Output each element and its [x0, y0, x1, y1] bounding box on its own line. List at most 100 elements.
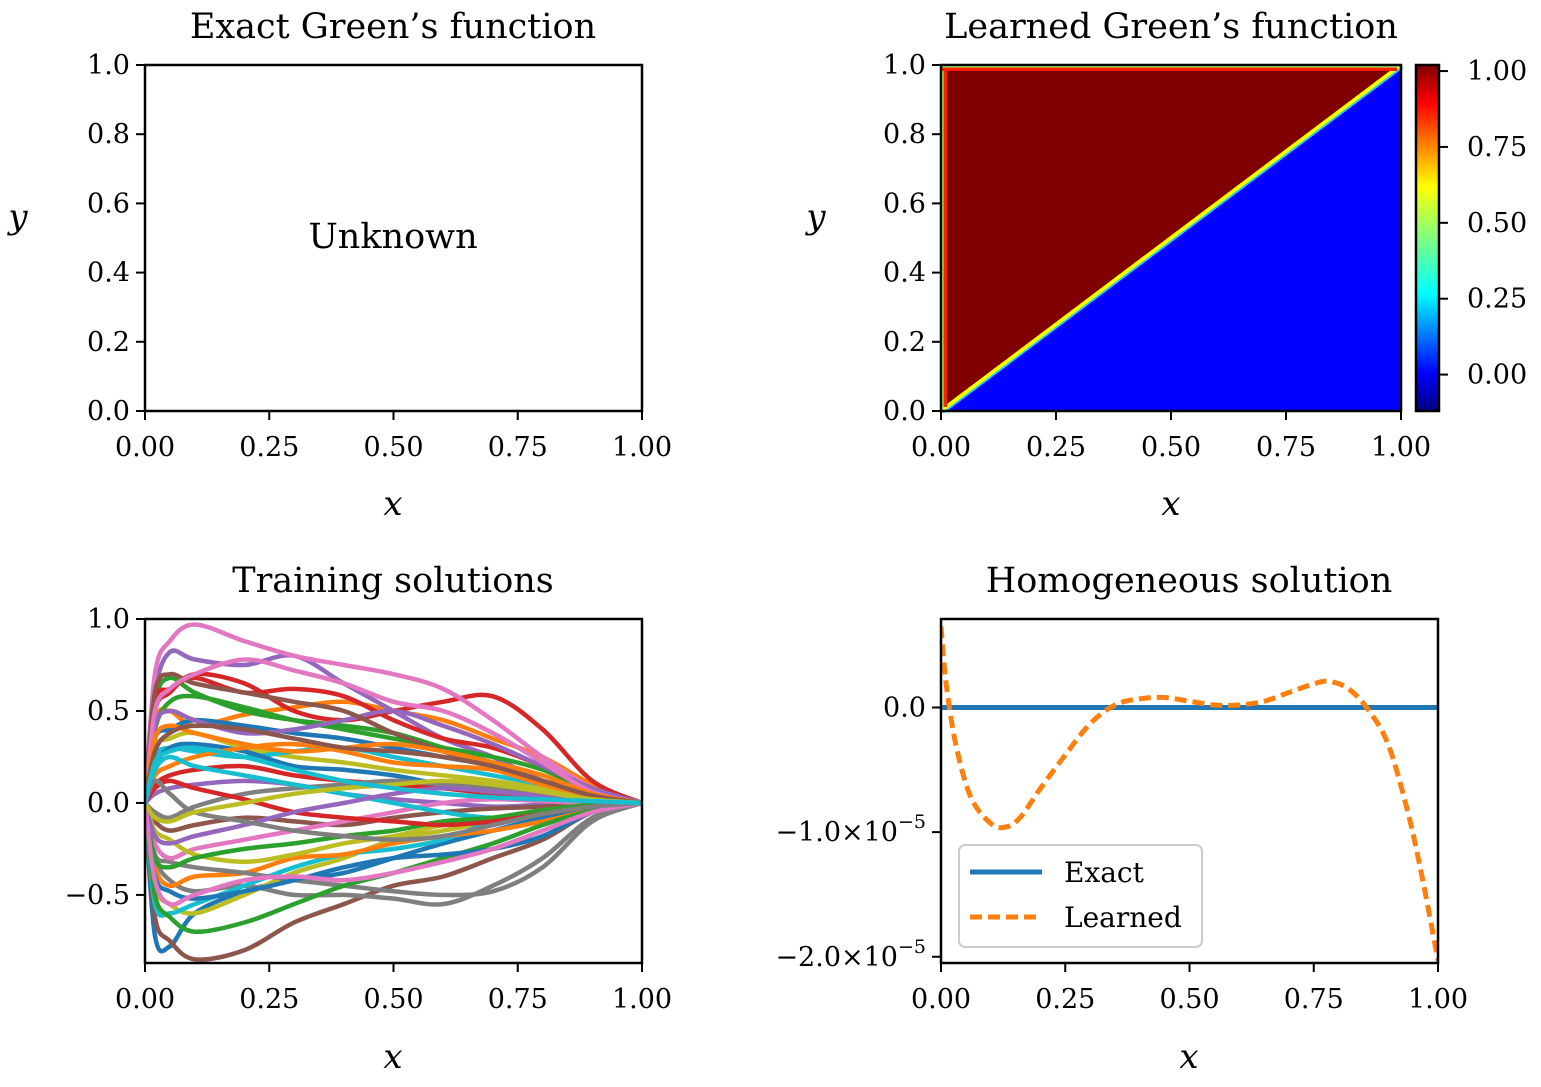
colorbar-tick-labels: 1.00 0.75 0.50 0.25 0.00 [1439, 56, 1527, 391]
unknown-annotation: Unknown [308, 217, 477, 257]
series-line [145, 657, 642, 806]
series-line [145, 800, 642, 833]
heatmap-diagonal-edge [942, 66, 1404, 414]
y-tick-label: 0.0 [87, 396, 130, 427]
legend: Exact Learned [958, 844, 1203, 948]
panel-homogeneous-solution: Homogeneous solution 0.00 0.25 0.50 0.75 1.0… [775, 561, 1468, 1077]
y-tick-label: 0.6 [883, 188, 926, 219]
x-tick-labels: 0.00 0.25 0.50 0.75 1.00 [115, 411, 672, 463]
series-line [145, 741, 642, 806]
y-tick-label: 0.2 [87, 327, 130, 358]
panel-title: Training solutions [232, 561, 554, 601]
plot-frame [143, 63, 644, 413]
plot-frame [143, 617, 644, 965]
y-tick-labels: −0.5 0.0 0.5 1.0 [64, 604, 145, 911]
colorbar-tick-label: 0.00 [1467, 360, 1527, 391]
series-line [145, 800, 642, 962]
series-line [145, 800, 642, 954]
x-tick-label: 1.00 [612, 984, 672, 1015]
x-axis-label: x [383, 484, 402, 524]
x-tick-labels: 0.00 0.25 0.50 0.75 1.00 [911, 963, 1468, 1015]
series-line [145, 745, 642, 806]
y-tick-labels: 0.0 0.2 0.4 0.6 0.8 1.0 [883, 50, 941, 427]
panel-training-solutions: Training solutions 0.00 0.25 0.50 0.75 1.00 … [64, 561, 672, 1077]
y-tick-label: −2.0×10−5 [775, 936, 926, 973]
x-tick-label: 1.00 [1408, 984, 1468, 1015]
y-tick-labels: 0.0 −1.0×10−5 −2.0×10−5 [775, 692, 941, 973]
x-axis-label: x [383, 1037, 402, 1077]
x-tick-label: 0.50 [363, 432, 423, 463]
panel-title: Exact Green’s function [190, 7, 596, 47]
panel-learned-greens-function: Learned Green’s function 0.00 0.25 0.50 0.7… [804, 7, 1527, 524]
y-tick-label: −0.5 [64, 880, 130, 911]
x-tick-label: 0.75 [488, 432, 548, 463]
x-tick-label: 0.50 [1141, 432, 1201, 463]
x-axis-label: x [1161, 484, 1180, 524]
x-tick-label: 0.00 [911, 984, 971, 1015]
y-tick-label: 0.0 [883, 692, 926, 723]
y-tick-label: 0.8 [883, 119, 926, 150]
series-line-learned [941, 626, 1438, 961]
plot-frame [939, 617, 1440, 965]
y-axis-label: y [804, 197, 826, 237]
y-tick-label: −1.0×10−5 [775, 811, 926, 848]
series-lines [145, 622, 642, 962]
x-tick-label: 0.25 [1035, 984, 1095, 1015]
series-line [145, 622, 642, 806]
series-line [145, 778, 642, 842]
colorbar-tick-label: 0.50 [1467, 208, 1527, 239]
x-tick-label: 0.00 [911, 432, 971, 463]
series-line [145, 693, 642, 806]
heatmap-diagonal [939, 63, 1403, 413]
y-axis-label: y [6, 197, 28, 237]
x-tick-label: 0.50 [363, 984, 423, 1015]
y-tick-label: 0.4 [87, 258, 130, 289]
x-tick-label: 0.25 [239, 984, 299, 1015]
colorbar [1414, 63, 1441, 413]
x-tick-label: 0.50 [1159, 984, 1219, 1015]
x-tick-labels: 0.00 0.25 0.50 0.75 1.00 [115, 963, 672, 1015]
y-tick-label: 0.8 [87, 119, 130, 150]
y-tick-labels: 0.0 0.2 0.4 0.6 0.8 1.0 [87, 50, 145, 427]
series-line [145, 800, 642, 901]
series-line [145, 778, 642, 824]
heatmap [939, 63, 1404, 414]
x-tick-label: 1.00 [1371, 432, 1431, 463]
x-tick-label: 0.25 [239, 432, 299, 463]
panel-exact-greens-function: Exact Green’s function Unknown 0.00 0.25 0… [6, 7, 672, 524]
legend-label-exact: Exact [1064, 856, 1145, 889]
series-line [145, 708, 642, 806]
plot-frame [939, 63, 1403, 413]
y-tick-label: 0.2 [883, 327, 926, 358]
y-tick-label: 0.0 [87, 788, 130, 819]
y-tick-label: 1.0 [87, 604, 130, 635]
x-tick-label: 1.00 [612, 432, 672, 463]
y-tick-label: 0.5 [87, 696, 130, 727]
panel-title: Learned Green’s function [944, 7, 1398, 47]
y-tick-label: 1.0 [87, 50, 130, 81]
colorbar-tick-label: 1.00 [1467, 56, 1527, 87]
panel-title: Homogeneous solution [986, 561, 1393, 601]
x-tick-label: 0.00 [115, 984, 175, 1015]
series-line [145, 730, 642, 806]
x-axis-label: x [1179, 1037, 1198, 1077]
x-tick-label: 0.25 [1026, 432, 1086, 463]
colorbar-tick-label: 0.75 [1467, 132, 1527, 163]
x-tick-label: 0.75 [1284, 984, 1344, 1015]
y-tick-label: 0.0 [883, 396, 926, 427]
x-tick-label: 0.75 [1256, 432, 1316, 463]
x-tick-label: 0.75 [488, 984, 548, 1015]
y-tick-label: 0.6 [87, 188, 130, 219]
x-tick-label: 0.00 [115, 432, 175, 463]
series-lines [941, 626, 1438, 961]
y-tick-label: 1.0 [883, 50, 926, 81]
series-line [145, 800, 642, 889]
legend-label-learned: Learned [1064, 901, 1182, 934]
series-line [145, 723, 642, 806]
series-line [145, 785, 642, 846]
y-tick-label: 0.4 [883, 258, 926, 289]
series-line [145, 800, 642, 907]
x-tick-labels: 0.00 0.25 0.50 0.75 1.00 [911, 411, 1431, 463]
series-line [145, 800, 642, 907]
